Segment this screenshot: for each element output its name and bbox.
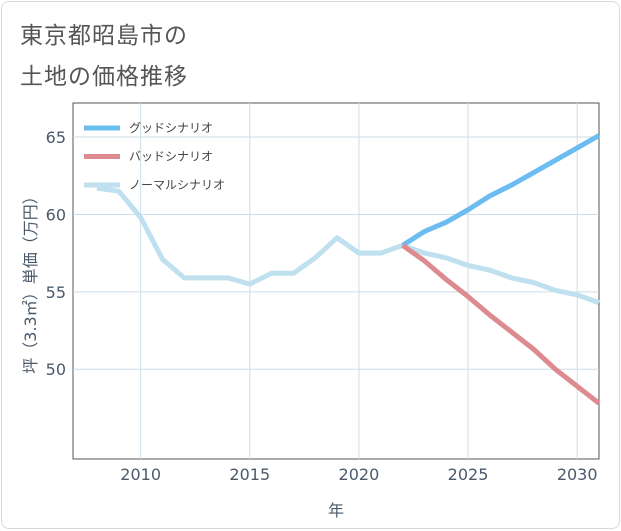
x-tick-label: 2010 [120, 465, 161, 484]
legend-label-1: グッドシナリオ [129, 121, 213, 135]
y-tick-label: 65 [46, 128, 66, 147]
legend-label-3: ノーマルシナリオ [129, 178, 225, 192]
y-tick-label: 55 [46, 283, 66, 302]
x-tick-label: 2025 [448, 465, 489, 484]
legend-label-2: バッドシナリオ [129, 150, 213, 164]
chart-title-line1: 東京都昭島市の [20, 23, 188, 49]
series-line-1 [401, 133, 601, 248]
y-tick-label: 50 [46, 360, 66, 379]
y-tick-label: 60 [46, 205, 66, 224]
chart-title-line2: 土地の価格推移 [20, 64, 188, 90]
x-tick-label: 2030 [557, 465, 598, 484]
x-tick-label: 2020 [339, 465, 380, 484]
y-axis-title: 坪（3.3㎡）単価（万円） [21, 188, 40, 373]
x-axis-title: 年 [328, 501, 344, 520]
series-line-3 [96, 185, 600, 306]
series-line-2 [401, 243, 601, 406]
plot-area-frame [72, 102, 600, 460]
x-tick-label: 2015 [229, 465, 270, 484]
